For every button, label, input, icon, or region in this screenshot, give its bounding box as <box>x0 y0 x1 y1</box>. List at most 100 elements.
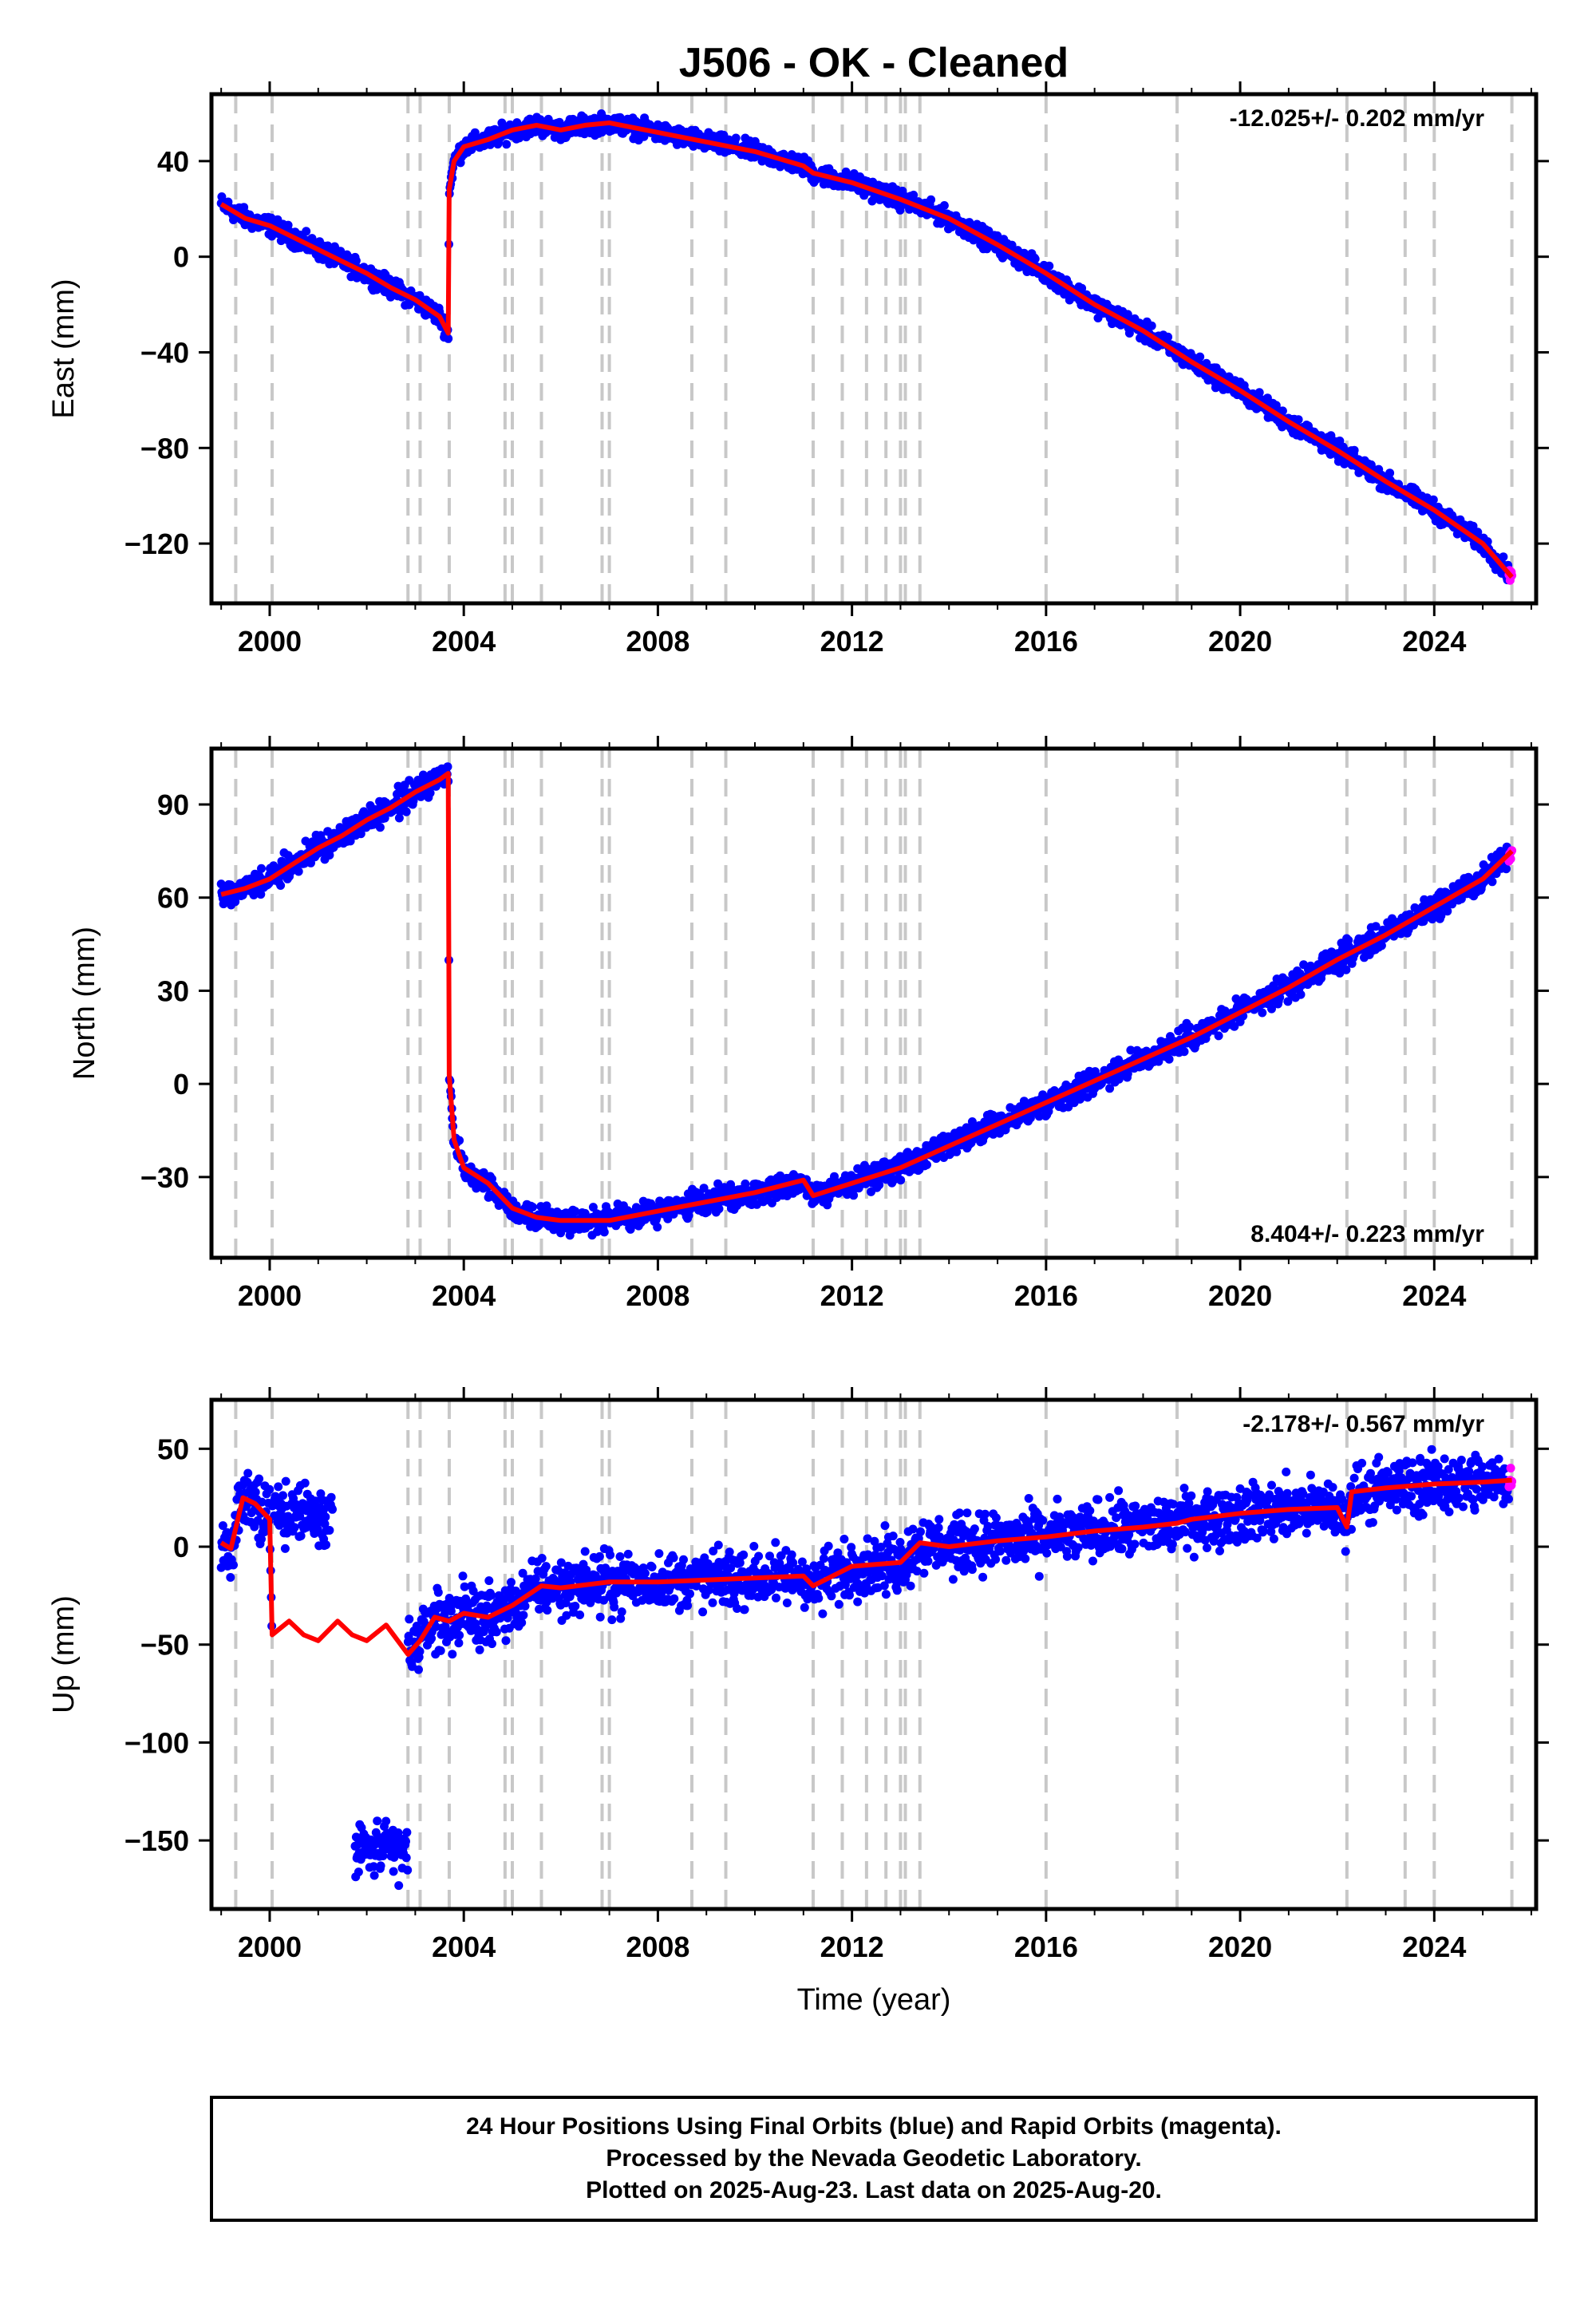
up-point <box>401 1836 410 1846</box>
up-point <box>415 1646 425 1656</box>
north-point <box>875 1180 884 1190</box>
north-point <box>896 1176 906 1185</box>
north-point <box>294 867 303 876</box>
up-point <box>255 1474 264 1484</box>
north-point <box>1487 877 1497 887</box>
east-point <box>939 201 949 210</box>
east-x-tick-label: 2000 <box>238 625 302 658</box>
east-y-tick-label: −40 <box>140 336 189 369</box>
up-point <box>325 1526 334 1535</box>
north-point <box>922 1160 931 1169</box>
up-point <box>321 1512 330 1522</box>
up-point <box>405 1614 414 1624</box>
up-point <box>243 1468 253 1478</box>
east-point <box>1045 261 1054 271</box>
north-point <box>443 762 452 772</box>
north-y-tick-label: 90 <box>157 788 189 821</box>
east-x-tick-label: 2008 <box>626 625 689 658</box>
east-x-tick-label: 2004 <box>432 625 496 658</box>
up-point <box>300 1478 310 1488</box>
north-point <box>257 864 266 873</box>
up-point <box>402 1828 412 1837</box>
up-point <box>265 1484 275 1494</box>
north-point <box>528 1203 537 1211</box>
north-point <box>1258 1008 1267 1018</box>
east-y-tick-label: −120 <box>124 528 189 560</box>
east-point <box>1030 255 1040 263</box>
north-point <box>1214 1031 1223 1041</box>
east-y-tick-label: −80 <box>140 432 189 464</box>
up-point <box>394 1881 404 1891</box>
up-point <box>369 1871 379 1880</box>
up-point <box>401 1853 411 1863</box>
up-point <box>229 1560 238 1570</box>
east-point <box>731 133 741 143</box>
up-point <box>326 1492 336 1502</box>
east-point <box>1163 332 1173 342</box>
up-point <box>414 1665 423 1674</box>
up-point <box>290 1523 299 1532</box>
north-x-tick-label: 2020 <box>1208 1279 1272 1312</box>
up-point <box>373 1816 382 1826</box>
east-point <box>444 334 453 343</box>
east-rate-label: -12.025+/- 0.202 mm/yr <box>1230 105 1485 132</box>
north-x-tick-label: 2024 <box>1402 1279 1466 1312</box>
east-point <box>470 128 480 137</box>
up-point <box>403 1865 413 1875</box>
east-point <box>1147 321 1156 330</box>
up-point <box>376 1861 385 1871</box>
up-point <box>281 1476 290 1486</box>
north-y-tick-label: 60 <box>157 882 189 915</box>
up-point <box>328 1504 337 1514</box>
up-point <box>381 1816 391 1826</box>
east-x-tick-label: 2016 <box>1014 625 1078 658</box>
east-point <box>909 190 918 200</box>
north-x-tick-label: 2000 <box>238 1279 302 1312</box>
east-point <box>926 195 936 204</box>
north-point <box>1164 1054 1174 1064</box>
east-point <box>1294 415 1303 425</box>
north-point <box>1296 990 1306 999</box>
north-y-tick-label: 30 <box>157 974 189 1007</box>
north-point <box>653 1223 662 1232</box>
east-point <box>502 140 512 149</box>
east-y-tick-label: 0 <box>173 241 189 274</box>
east-panel: 2000 2004 2008 2012 2016 2020 2024400−40−80−12… <box>47 81 1549 658</box>
north-x-tick-label: 2008 <box>626 1279 689 1312</box>
up-point <box>279 1491 287 1500</box>
east-x-tick-label: 2020 <box>1208 625 1272 658</box>
east-point <box>1499 552 1508 562</box>
east-point <box>1349 445 1359 455</box>
north-point <box>1185 1022 1195 1032</box>
north-rate-label: 8.404+/- 0.223 mm/yr <box>1250 1221 1484 1247</box>
up-point <box>322 1540 330 1550</box>
chart-title: J506 - OK - Cleaned <box>679 40 1069 86</box>
east-point <box>302 227 311 236</box>
east-point <box>351 256 361 266</box>
east-point <box>1195 352 1205 362</box>
north-point <box>401 807 411 816</box>
north-point <box>1179 1047 1189 1057</box>
east-point <box>1123 310 1132 319</box>
north-point <box>375 823 385 832</box>
north-y-tick-label: −30 <box>140 1161 189 1194</box>
east-x-tick-label: 2024 <box>1402 625 1466 658</box>
north-x-tick-label: 2016 <box>1014 1279 1078 1312</box>
up-point <box>354 1867 363 1877</box>
north-point <box>599 1227 609 1237</box>
up-point <box>280 1543 290 1553</box>
east-y-axis-label: East (mm) <box>47 279 81 418</box>
up-point <box>226 1573 235 1582</box>
north-y-tick-label: 0 <box>173 1068 189 1101</box>
up-point <box>389 1867 398 1876</box>
north-y-axis-label: North (mm) <box>68 927 101 1080</box>
east-point <box>1428 495 1438 504</box>
north-x-tick-label: 2012 <box>820 1279 884 1312</box>
up-point <box>274 1482 283 1492</box>
north-point <box>276 881 286 890</box>
east-point <box>1124 329 1134 338</box>
north-point <box>714 1204 724 1214</box>
east-x-tick-label: 2012 <box>820 625 884 658</box>
north-x-tick-label: 2004 <box>432 1279 496 1312</box>
